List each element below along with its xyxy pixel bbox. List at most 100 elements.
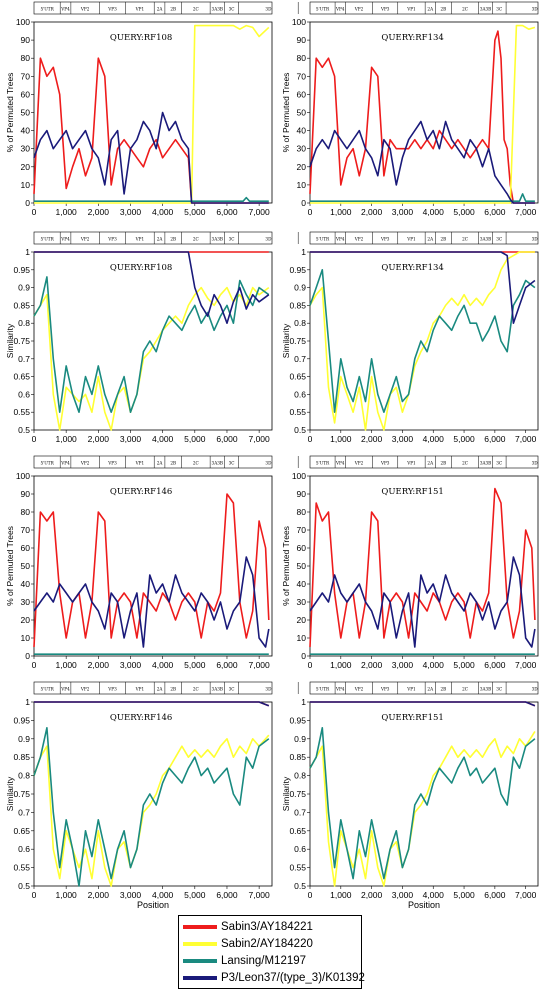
y-tick-label: 0.75 [13, 336, 30, 346]
y-axis-label: Similarity [281, 776, 291, 811]
y-tick-label: 20 [297, 162, 307, 172]
genome-region-label: 3C [229, 237, 235, 242]
genome-region-label: VP3 [107, 7, 117, 12]
genome-region-label: 3A3B [480, 687, 491, 692]
x-tick-label: 6,000 [216, 660, 238, 670]
y-tick-label: 1 [301, 697, 306, 707]
x-tick-label: 0 [308, 660, 313, 670]
y-tick-label: 30 [21, 144, 31, 154]
y-axis-label: Similarity [5, 776, 15, 811]
genome-region-label: 5'UTR [316, 237, 330, 242]
y-tick-label: 0.6 [18, 844, 30, 854]
x-tick-label: 1,000 [56, 660, 78, 670]
y-tick-label: 0.5 [18, 425, 30, 435]
genome-region-label: VP1 [135, 237, 145, 242]
y-tick-label: 40 [21, 126, 31, 136]
genome-region-label: VP4 [60, 687, 70, 692]
genome-map-box [309, 681, 539, 695]
y-tick-label: 60 [297, 89, 307, 99]
genome-region-label: VP1 [406, 7, 416, 12]
genome-region-label: 3D [532, 7, 539, 12]
genome-region-label: 3C [496, 687, 502, 692]
y-tick-label: 30 [21, 597, 31, 607]
x-tick-label: 6,000 [216, 890, 238, 900]
genome-region-label: 2B [441, 687, 447, 692]
y-tick-label: 40 [297, 126, 307, 136]
x-tick-label: 5,000 [453, 890, 475, 900]
y-tick-label: 0 [25, 651, 30, 661]
y-tick-label: 0.8 [294, 771, 306, 781]
series-line-lansing [310, 193, 535, 202]
genome-map-box [309, 1, 539, 15]
y-tick-label: 1 [301, 247, 306, 257]
genome-region-label: 2C [193, 237, 199, 242]
y-tick-label: 50 [297, 108, 307, 118]
plot-area [309, 475, 539, 657]
chart-panel-3: 5'UTR VP4 VP2 VP3 VP1 2A 2B 2C 3A3B 3C 3D 0.5 0.55 0.… [5, 231, 299, 444]
y-tick-label: 0 [301, 651, 306, 661]
x-tick-label: 1,000 [56, 434, 78, 444]
genome-region-label: VP3 [380, 7, 390, 12]
genome-region-label: 5'UTR [40, 237, 54, 242]
x-tick-label: 3,000 [392, 434, 414, 444]
genome-region-label: 2B [441, 7, 447, 12]
y-tick-label: 0 [25, 198, 30, 208]
y-tick-label: 0.7 [18, 354, 30, 364]
genome-region-label: 3C [496, 237, 502, 242]
y-axis-label: % of Permuted Trees [281, 526, 291, 606]
series-line-sabin3 [309, 30, 535, 204]
genome-region-label: 3A3B [212, 7, 223, 12]
legend-label-sabin2: Sabin2/AY184220 [221, 937, 313, 950]
x-tick-label: 3,000 [120, 434, 142, 444]
y-tick-label: 40 [297, 579, 307, 589]
genome-region-label: VP1 [135, 461, 145, 466]
genome-region-label: 2C [462, 461, 468, 466]
x-tick-label: 6,000 [484, 207, 506, 217]
genome-region-label: VP4 [60, 237, 70, 242]
genome-region-label: 3A3B [480, 7, 491, 12]
genome-region-label: 2C [193, 461, 199, 466]
legend: Sabin3/AY184221 Sabin2/AY184220 Lansing/… [178, 915, 365, 989]
genome-region-label: VP2 [80, 7, 90, 12]
y-tick-label: 0.6 [294, 389, 306, 399]
x-tick-label: 1,000 [330, 207, 352, 217]
genome-region-label: 5'UTR [316, 7, 330, 12]
x-tick-label: 5,000 [453, 207, 475, 217]
y-tick-label: 60 [297, 543, 307, 553]
x-tick-label: 4,000 [152, 660, 174, 670]
y-tick-label: 90 [21, 489, 31, 499]
genome-region-label: 2A [427, 687, 434, 692]
genome-region-label: VP1 [406, 687, 416, 692]
y-tick-label: 0.95 [13, 265, 30, 275]
y-tick-label: 0.7 [294, 354, 306, 364]
genome-region-label: 3A3B [212, 237, 223, 242]
x-tick-label: 3,000 [392, 660, 414, 670]
query-label: QUERY:RF151 [381, 713, 443, 723]
genome-map: 5'UTR VP4 VP2 VP3 VP1 2A 2B 2C 3A3B 3C 3D [309, 455, 539, 469]
y-tick-label: 0.85 [289, 752, 306, 762]
y-tick-label: 0.85 [13, 752, 30, 762]
y-tick-label: 0.55 [13, 407, 30, 417]
series-line-sabin2 [310, 24, 536, 204]
legend-swatch-leon [183, 975, 217, 980]
plot-area [33, 251, 273, 431]
genome-region-label: 2B [170, 7, 176, 12]
genome-region-label: 2A [157, 461, 164, 466]
x-tick-label: 5,000 [184, 434, 206, 444]
genome-region-label: VP3 [380, 461, 390, 466]
x-tick-label: 0 [32, 207, 37, 217]
genome-region-label: VP3 [107, 687, 117, 692]
series-line-leon [34, 251, 270, 325]
genome-region-label: 3D [265, 461, 272, 466]
query-label: QUERY:RF146 [110, 713, 172, 723]
chart-panel-5: 5'UTR VP4 VP2 VP3 VP1 2A 2B 2C 3A3B 3C 3D 0 10 20 30 40… [5, 455, 299, 670]
series-line-sabin3 [33, 57, 269, 204]
series-line-leon [34, 701, 270, 707]
x-tick-label: 3,000 [120, 890, 142, 900]
y-tick-label: 90 [297, 489, 307, 499]
genome-region-label: 2B [170, 237, 176, 242]
genome-region-label: 2B [441, 461, 447, 466]
y-tick-label: 0 [301, 198, 306, 208]
legend-label-lansing: Lansing/M12197 [221, 954, 307, 967]
legend-item-lansing: Lansing/M12197 [183, 952, 306, 969]
